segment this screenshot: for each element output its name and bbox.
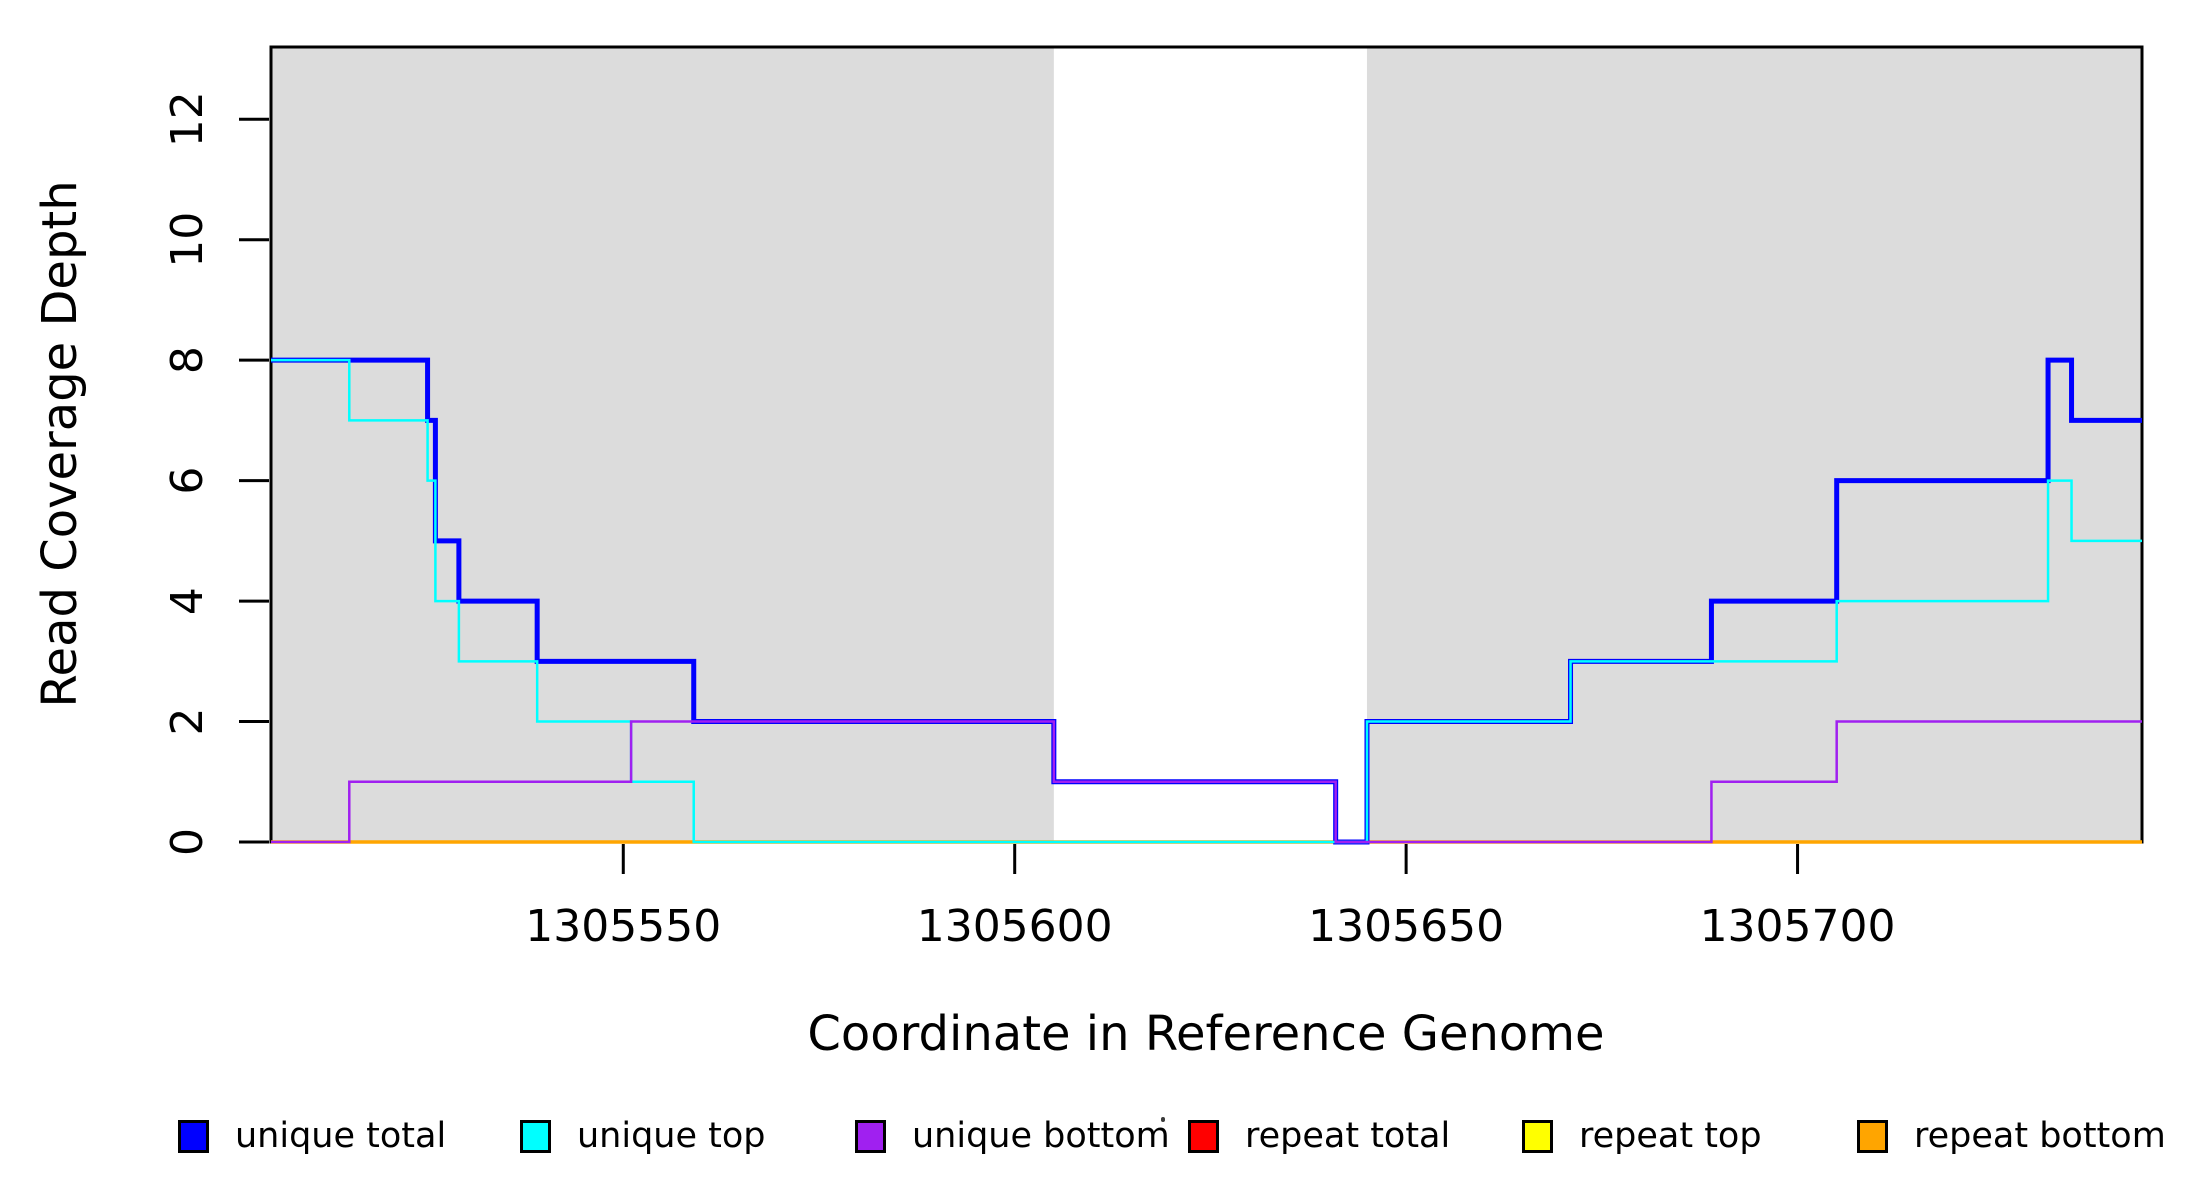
y-tick-label: 4 [162, 587, 213, 615]
y-tick-label: 8 [162, 346, 213, 374]
y-tick-label: 2 [162, 708, 213, 736]
y-tick-label: 10 [162, 212, 213, 268]
y-tick-label: 12 [162, 91, 213, 147]
y-axis: 0 2 4 6 8 10 12 [162, 91, 269, 856]
series-unique-top [271, 358, 2142, 844]
x-axis-title: Coordinate in Reference Genome [807, 1006, 1604, 1062]
series-unique-bottom [271, 720, 2142, 844]
stray-dot-artifact [1161, 1117, 1165, 1122]
y-tick-label: 0 [162, 828, 213, 856]
shaded-bands [271, 47, 2142, 842]
y-tick-label: 6 [162, 467, 213, 495]
x-tick-label: 1305650 [1308, 901, 1504, 952]
y-axis-title: Read Coverage Depth [32, 180, 88, 707]
x-tick-label: 1305600 [917, 901, 1113, 952]
shaded-region [271, 47, 1054, 842]
series-lines [271, 357, 2142, 845]
shaded-region [1366, 47, 2142, 842]
x-axis: 1305550 1305600 1305650 1305700 [525, 844, 1896, 952]
x-tick-label: 1305700 [1700, 901, 1896, 952]
x-tick-label: 1305550 [525, 901, 721, 952]
